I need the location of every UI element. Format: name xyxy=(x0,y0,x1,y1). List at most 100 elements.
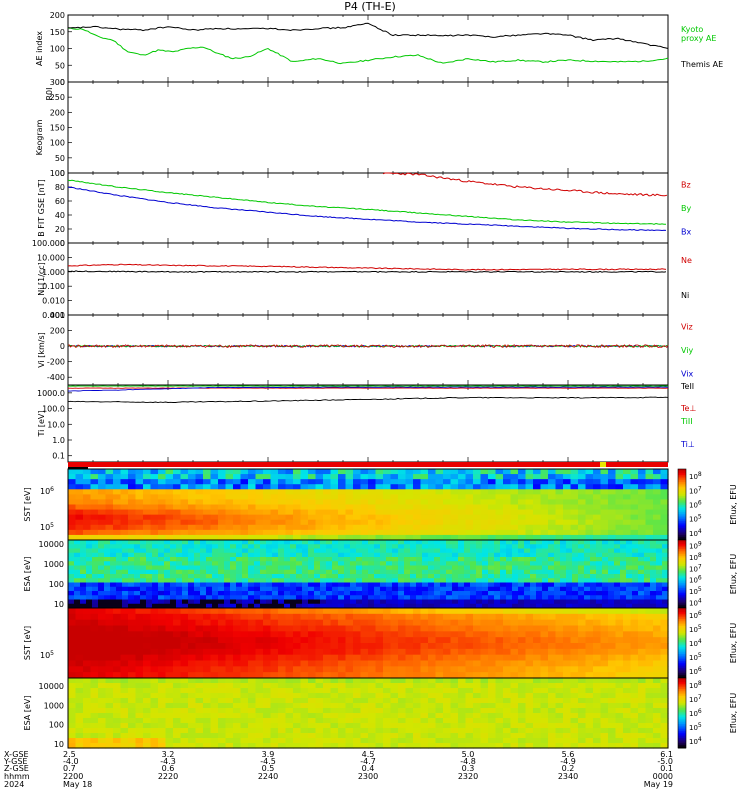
spectro-cell xyxy=(203,474,212,480)
spectro-cell xyxy=(308,561,315,567)
spectro-cell xyxy=(150,648,159,656)
spectro-cell xyxy=(263,631,272,638)
spectro-cell xyxy=(146,582,153,588)
spectro-cell xyxy=(578,660,587,667)
spectro-cell xyxy=(386,578,393,584)
spectro-cell xyxy=(218,672,227,679)
spectro-cell xyxy=(75,514,84,521)
spectro-cell xyxy=(600,489,609,495)
spectro-cell xyxy=(300,723,309,729)
spectro-cell xyxy=(255,666,264,673)
spectro-cell xyxy=(368,504,377,511)
spectro-cell xyxy=(218,524,227,531)
spectro-cell xyxy=(233,738,242,744)
colorbar-cell xyxy=(678,596,686,599)
spectro-cell xyxy=(285,728,294,734)
spectro-cell xyxy=(585,479,594,485)
spectro-cell xyxy=(353,479,362,485)
spectro-cell xyxy=(374,578,381,584)
spectro-cell xyxy=(68,693,77,699)
spectro-cell xyxy=(405,534,414,541)
spectro-cell xyxy=(536,561,543,567)
y-tick-label: 200 xyxy=(50,108,65,117)
spectro-cell xyxy=(195,619,204,627)
spectro-cell xyxy=(428,561,435,567)
spectro-cell xyxy=(398,672,407,679)
spectro-cell xyxy=(180,479,189,485)
spectro-cell xyxy=(632,552,639,558)
spectro-cell xyxy=(300,708,309,714)
spectro-cell xyxy=(593,672,602,679)
spectro-cell xyxy=(656,540,663,545)
spectro-cell xyxy=(563,494,572,501)
spectro-cell xyxy=(330,660,339,667)
spectro-cell xyxy=(173,708,182,714)
spectro-cell xyxy=(323,514,332,521)
spectro-cell xyxy=(645,637,654,644)
spectro-cell xyxy=(128,599,135,605)
colorbar-label: Eflux, EFU xyxy=(729,623,738,664)
spectro-cell xyxy=(422,595,429,601)
spectro-cell xyxy=(233,524,242,531)
spectro-cell xyxy=(503,474,512,480)
spectro-cell xyxy=(525,479,534,485)
spectro-cell xyxy=(203,484,212,490)
spectro-cell xyxy=(608,578,615,584)
y-tick-label: 200 xyxy=(50,327,65,336)
spectro-cell xyxy=(320,599,327,605)
spectro-cell xyxy=(182,603,189,609)
spectro-cell xyxy=(150,474,159,480)
spectro-cell xyxy=(272,599,279,605)
spectro-cell xyxy=(495,613,504,621)
spectro-cell xyxy=(248,529,257,536)
spectro-cell xyxy=(68,499,77,506)
spectro-cell xyxy=(113,648,122,656)
spectro-cell xyxy=(585,514,594,521)
spectro-cell xyxy=(218,469,227,475)
spectro-cell xyxy=(120,613,129,621)
spectro-cell xyxy=(158,552,165,558)
spectro-cell xyxy=(555,648,564,656)
spectro-cell xyxy=(135,708,144,714)
spectro-cell xyxy=(608,499,617,506)
spectro-cell xyxy=(572,565,579,571)
spectro-cell xyxy=(584,574,591,579)
spectro-cell xyxy=(630,489,639,495)
spectro-cell xyxy=(503,534,512,541)
spectro-cell xyxy=(383,613,392,621)
spectro-cell xyxy=(353,672,362,679)
spectro-cell xyxy=(323,479,332,485)
spectro-cell xyxy=(263,613,272,621)
spectro-cell xyxy=(230,599,237,605)
spectro-cell xyxy=(116,578,123,584)
spectro-cell xyxy=(338,557,345,562)
spectro-cell xyxy=(278,595,285,601)
spectro-cell xyxy=(128,631,137,638)
spectro-cell xyxy=(446,565,453,571)
spectro-cell xyxy=(525,625,534,632)
spectro-cell xyxy=(488,578,495,584)
spectro-cell xyxy=(530,586,537,592)
spectro-cell xyxy=(210,718,219,724)
spectro-cell xyxy=(164,569,171,575)
spectro-cell xyxy=(206,603,213,609)
spectro-cell xyxy=(420,643,429,650)
spectro-cell xyxy=(300,728,309,734)
spectro-cell xyxy=(128,494,137,501)
spectro-cell xyxy=(494,544,501,550)
spectro-cell xyxy=(596,574,603,579)
spectro-cell xyxy=(518,494,527,501)
spectro-cell xyxy=(390,474,399,480)
spectro-cell xyxy=(248,683,257,689)
spectro-cell xyxy=(452,569,459,575)
spectro-cell xyxy=(533,660,542,667)
spectro-cell xyxy=(464,578,471,584)
spectro-cell xyxy=(270,743,279,749)
spectro-cell xyxy=(90,660,99,667)
spectro-cell xyxy=(540,514,549,521)
spectro-cell xyxy=(615,625,624,632)
spectro-cell xyxy=(632,599,639,605)
spectro-cell xyxy=(494,552,501,558)
spectro-cell xyxy=(512,557,519,562)
spectro-cell xyxy=(195,484,204,490)
